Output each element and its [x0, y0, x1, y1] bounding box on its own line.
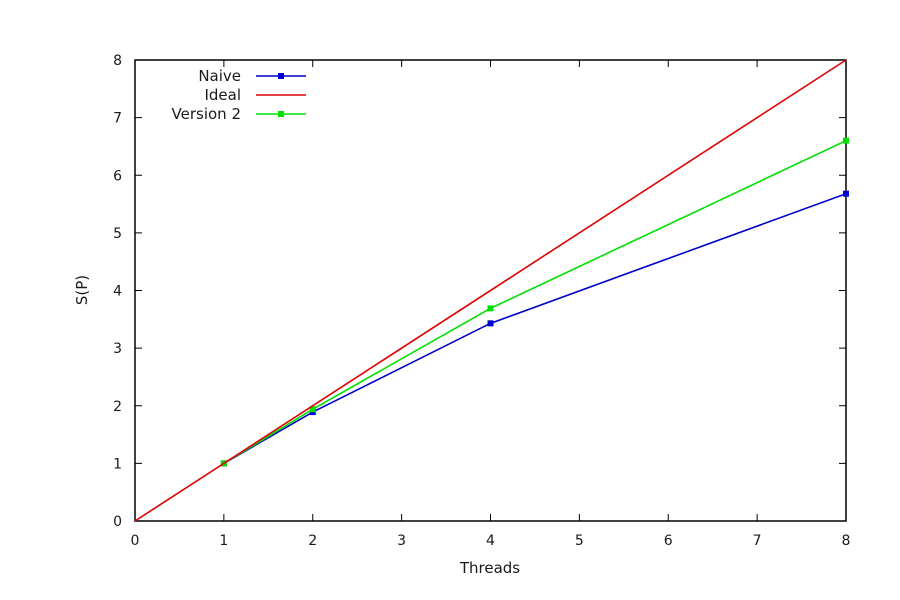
legend-marker-version-2: [278, 111, 284, 117]
y-tick-label: 4: [113, 284, 122, 300]
x-tick-label: 6: [664, 533, 673, 549]
data-point-version-2: [309, 406, 316, 413]
series-line-ideal: [134, 59, 847, 522]
x-tick-label: 2: [308, 533, 317, 549]
y-tick-label: 8: [113, 53, 122, 69]
x-tick-label: 4: [486, 533, 495, 549]
y-axis-label: S(P): [73, 275, 91, 305]
data-point-version-2: [843, 137, 849, 144]
x-axis-label: Threads: [459, 559, 520, 577]
data-point-naive: [487, 320, 494, 327]
y-tick-label: 6: [113, 168, 122, 184]
x-tick-label: 7: [753, 533, 762, 549]
y-tick-label: 5: [113, 226, 122, 242]
series-layer: [134, 59, 849, 522]
y-tick-label: 0: [113, 514, 122, 530]
x-tick-label: 1: [219, 533, 228, 549]
legend-marker-naive: [278, 73, 284, 79]
y-tick-label: 2: [113, 399, 122, 415]
x-tick-label: 3: [397, 533, 406, 549]
data-point-version-2: [487, 305, 494, 312]
x-tick-label: 8: [842, 533, 851, 549]
legend-label-naive: Naive: [198, 67, 241, 85]
legend-label-version-2: Version 2: [172, 105, 241, 123]
y-tick-label: 7: [113, 111, 122, 127]
x-tick-label: 0: [131, 533, 140, 549]
x-tick-label: 5: [575, 533, 584, 549]
series-line-naive: [223, 192, 847, 465]
y-tick-label: 3: [113, 341, 122, 357]
data-point-naive: [843, 190, 849, 197]
ticks: 0 1 2 3 4 5 6 7 8 0 1 2 3 4 5 6 7 8: [113, 53, 850, 549]
legend-label-ideal: Ideal: [204, 86, 241, 104]
y-tick-label: 1: [113, 456, 122, 472]
series-line-version-2: [223, 139, 847, 465]
